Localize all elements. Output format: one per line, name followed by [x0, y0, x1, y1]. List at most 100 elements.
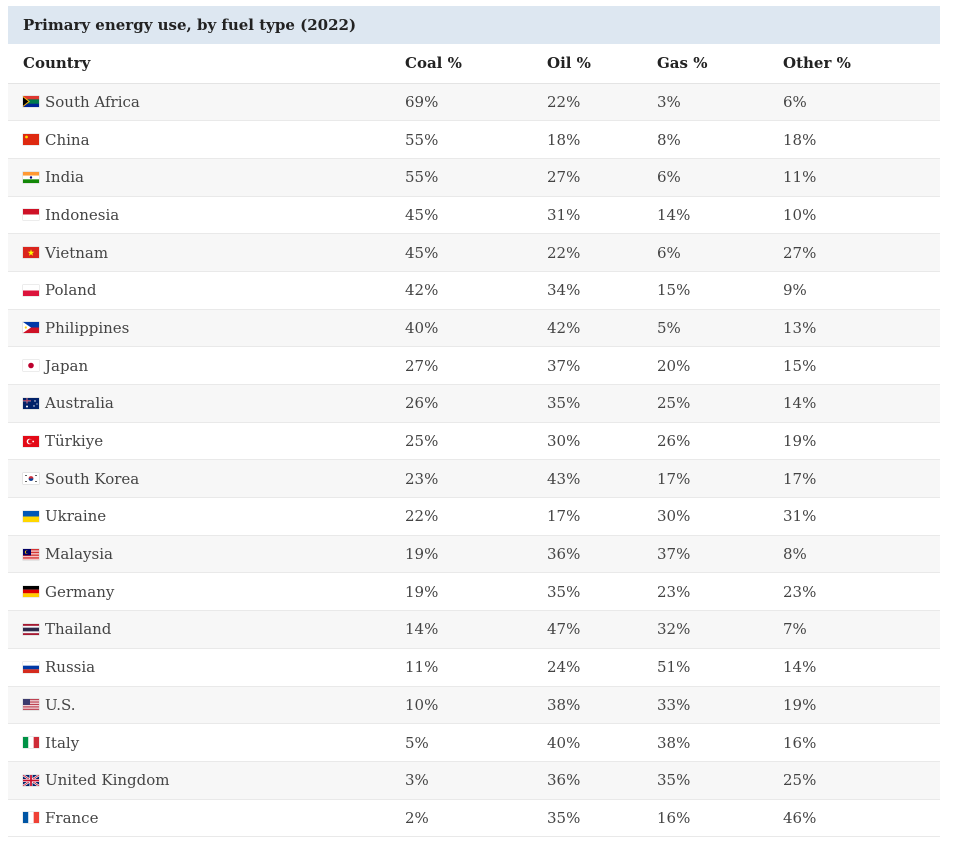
- country-name: United Kingdom: [45, 771, 170, 790]
- header-gas[interactable]: Gas %: [657, 44, 783, 84]
- table-title: Primary energy use, by fuel type (2022): [8, 6, 940, 44]
- cell-country: Italy: [8, 723, 405, 762]
- header-country[interactable]: Country: [8, 44, 405, 84]
- table-row: United Kingdom 3% 36% 35% 25%: [8, 761, 940, 800]
- cell-oil: 22%: [547, 83, 657, 122]
- cell-other: 15%: [783, 346, 940, 385]
- cell-oil: 38%: [547, 686, 657, 725]
- cell-country: France: [8, 799, 405, 838]
- cell-oil: 37%: [547, 346, 657, 385]
- table-row: Ukraine 22% 17% 30% 31%: [8, 497, 940, 536]
- cell-other: 11%: [783, 158, 940, 197]
- poland-flag-icon: [23, 284, 39, 296]
- table-row: South Africa 69% 22% 3% 6%: [8, 83, 940, 122]
- cell-country: South Korea: [8, 459, 405, 499]
- cell-oil: 43%: [547, 459, 657, 499]
- cell-country: Vietnam: [8, 233, 405, 272]
- cell-oil: 35%: [547, 572, 657, 612]
- russia-flag-icon: [23, 661, 39, 673]
- cell-country: Russia: [8, 648, 405, 687]
- header-oil[interactable]: Oil %: [547, 44, 657, 84]
- table-row: Italy 5% 40% 38% 16%: [8, 723, 940, 762]
- cell-oil: 22%: [547, 233, 657, 272]
- cell-oil: 27%: [547, 158, 657, 197]
- table-row: South Korea 23% 43% 17% 17%: [8, 459, 940, 499]
- country-name: Germany: [45, 582, 115, 601]
- cell-country: Malaysia: [8, 535, 405, 574]
- cell-country: Thailand: [8, 610, 405, 649]
- cell-country: Poland: [8, 271, 405, 310]
- cell-other: 17%: [783, 459, 940, 499]
- cell-coal: 2%: [405, 799, 547, 838]
- cell-coal: 23%: [405, 459, 547, 499]
- cell-coal: 26%: [405, 384, 547, 423]
- cell-other: 23%: [783, 572, 940, 612]
- table-row: Vietnam 45% 22% 6% 27%: [8, 233, 940, 272]
- cell-coal: 3%: [405, 761, 547, 800]
- cell-country: Türkiye: [8, 422, 405, 461]
- country-name: Thailand: [45, 620, 112, 639]
- country-name: U.S.: [45, 695, 76, 714]
- country-name: China: [45, 130, 90, 149]
- cell-oil: 36%: [547, 535, 657, 574]
- cell-oil: 17%: [547, 497, 657, 536]
- country-name: South Africa: [45, 92, 140, 111]
- cell-gas: 14%: [657, 196, 783, 235]
- country-name: Australia: [45, 394, 114, 413]
- country-name: India: [45, 168, 84, 187]
- table-row: Russia 11% 24% 51% 14%: [8, 648, 940, 687]
- cell-country: Germany: [8, 572, 405, 612]
- table-row: Türkiye 25% 30% 26% 19%: [8, 422, 940, 461]
- table-row: U.S. 10% 38% 33% 19%: [8, 686, 940, 725]
- header-other[interactable]: Other %: [783, 44, 940, 84]
- cell-country: U.S.: [8, 686, 405, 725]
- table-row: Malaysia 19% 36% 37% 8%: [8, 535, 940, 574]
- cell-other: 7%: [783, 610, 940, 649]
- cell-oil: 40%: [547, 723, 657, 762]
- cell-country: South Africa: [8, 83, 405, 122]
- cell-coal: 11%: [405, 648, 547, 687]
- cell-oil: 42%: [547, 309, 657, 348]
- country-name: Japan: [45, 356, 89, 375]
- country-name: Malaysia: [45, 545, 113, 564]
- country-name: Italy: [45, 733, 80, 752]
- italy-flag-icon: [23, 737, 39, 749]
- table-row: Germany 19% 35% 23% 23%: [8, 572, 940, 612]
- country-name: Indonesia: [45, 205, 120, 224]
- cell-other: 18%: [783, 120, 940, 159]
- cell-gas: 51%: [657, 648, 783, 687]
- cell-coal: 22%: [405, 497, 547, 536]
- cell-gas: 15%: [657, 271, 783, 310]
- country-name: Poland: [45, 281, 97, 300]
- china-flag-icon: [23, 134, 39, 146]
- south-africa-flag-icon: [23, 96, 39, 108]
- cell-other: 8%: [783, 535, 940, 574]
- cell-oil: 35%: [547, 799, 657, 838]
- cell-coal: 10%: [405, 686, 547, 725]
- cell-gas: 6%: [657, 158, 783, 197]
- cell-gas: 32%: [657, 610, 783, 649]
- cell-other: 14%: [783, 648, 940, 687]
- germany-flag-icon: [23, 586, 39, 598]
- cell-coal: 45%: [405, 196, 547, 235]
- table-row: Poland 42% 34% 15% 9%: [8, 271, 940, 310]
- country-name: Ukraine: [45, 507, 107, 526]
- table-row: Thailand 14% 47% 32% 7%: [8, 610, 940, 649]
- cell-oil: 36%: [547, 761, 657, 800]
- cell-country: Japan: [8, 346, 405, 385]
- cell-gas: 25%: [657, 384, 783, 423]
- cell-gas: 17%: [657, 459, 783, 499]
- cell-gas: 30%: [657, 497, 783, 536]
- cell-other: 6%: [783, 83, 940, 122]
- cell-other: 10%: [783, 196, 940, 235]
- cell-oil: 34%: [547, 271, 657, 310]
- cell-coal: 69%: [405, 83, 547, 122]
- cell-coal: 27%: [405, 346, 547, 385]
- australia-flag-icon: [23, 397, 39, 409]
- cell-coal: 25%: [405, 422, 547, 461]
- cell-other: 14%: [783, 384, 940, 423]
- cell-gas: 23%: [657, 572, 783, 612]
- cell-coal: 5%: [405, 723, 547, 762]
- header-coal[interactable]: Coal %: [405, 44, 547, 84]
- cell-gas: 5%: [657, 309, 783, 348]
